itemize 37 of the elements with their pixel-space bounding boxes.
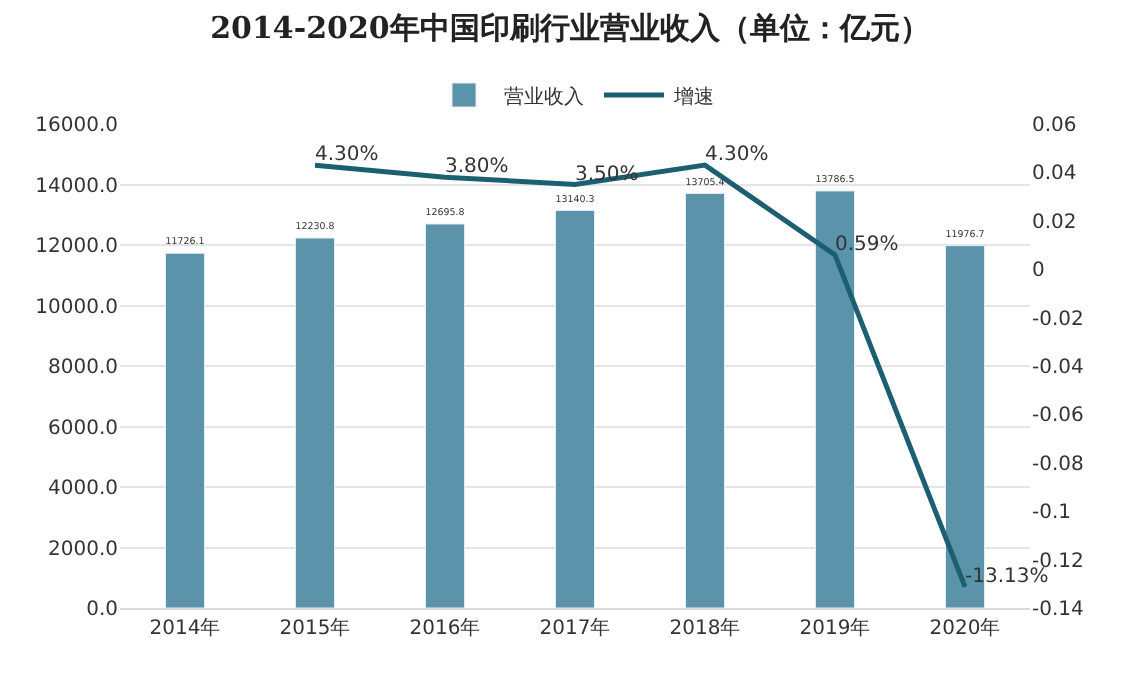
chart-title: 2014-2020年中国印刷行业营业收入（单位：亿元）: [210, 10, 930, 47]
data-label: 4.30%: [705, 144, 769, 167]
y-tick-label: 2000.0: [48, 538, 118, 561]
y-tick-label: 8000.0: [48, 357, 118, 379]
y-tick-label: 12000.0: [35, 236, 118, 258]
y2-tick-label: -0.14: [1032, 599, 1084, 621]
data-label: 4.30%: [315, 144, 379, 167]
legend-label: 增速: [672, 84, 714, 109]
y2-tick-label: -0.02: [1032, 308, 1084, 331]
x-tick-label: 2015年: [279, 616, 351, 640]
y-tick-label: 4000.0: [48, 478, 118, 500]
bar: [165, 252, 205, 608]
y-tick-label: 0.0: [86, 599, 118, 621]
y2-tick-label: 0: [1032, 260, 1045, 283]
y2-tick-label: -0.08: [1032, 453, 1084, 476]
x-tick-label: 2018年: [669, 616, 741, 640]
y-tick-label: 14000.0: [35, 175, 118, 198]
y-tick-label: 6000.0: [48, 417, 118, 440]
y-tick-label: 16000.0: [35, 115, 118, 137]
bar: [685, 192, 725, 608]
x-tick-label: 2014年: [149, 616, 221, 640]
y-tick-label: 10000.0: [35, 296, 118, 319]
bar: [425, 223, 465, 608]
y2-tick-label: -0.06: [1032, 405, 1084, 428]
y2-tick-label: 0.04: [1032, 163, 1077, 186]
y2-tick-label: 0.02: [1032, 211, 1077, 234]
legend-label: 营业收入: [504, 84, 584, 109]
bar: [295, 237, 335, 608]
x-tick-label: 2016年: [409, 616, 481, 640]
data-label: 3.80%: [445, 156, 509, 179]
y2-tick-label: -0.04: [1032, 357, 1084, 379]
y2-tick-label: -0.1: [1032, 502, 1072, 525]
x-tick-label: 2020年: [929, 616, 1001, 640]
x-tick-label: 2017年: [539, 616, 611, 640]
x-tick-label: 2019年: [799, 616, 871, 640]
bar: [555, 210, 595, 608]
y2-tick-label: 0.06: [1032, 115, 1077, 137]
